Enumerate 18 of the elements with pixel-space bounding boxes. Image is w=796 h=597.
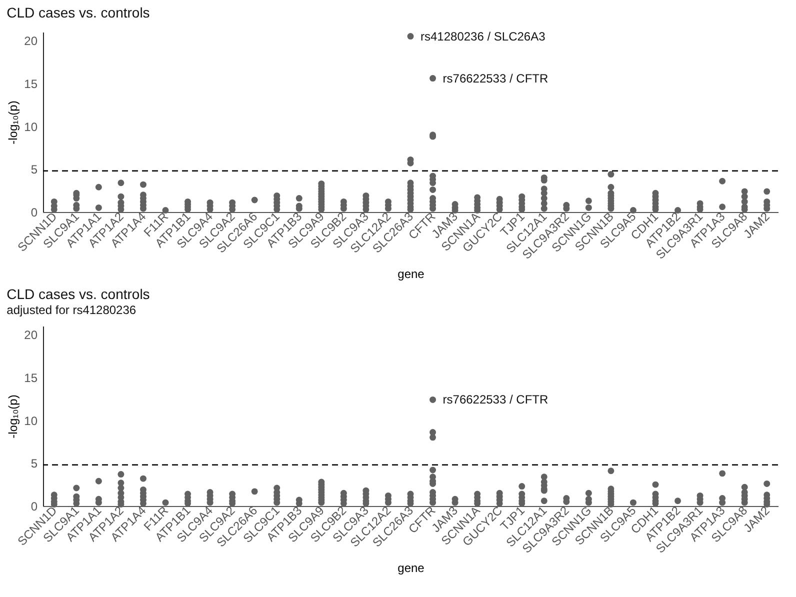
y-tick-label: 10: [24, 120, 38, 134]
y-tick-label: 5: [30, 456, 38, 471]
y-tick-label: 15: [24, 370, 38, 385]
annotation: rs76622533 / CFTR: [442, 71, 548, 86]
chart-title: CLD cases vs. controls: [6, 286, 150, 302]
x-axis-title: gene: [398, 267, 425, 282]
y-tick-label: 15: [24, 76, 38, 91]
y-axis-title: -log₁₀(p): [6, 394, 20, 438]
y-axis-title: -log₁₀(p): [6, 100, 20, 144]
chart-title: CLD cases vs. controls: [6, 4, 150, 20]
y-tick-label: 20: [24, 328, 38, 342]
y-tick-label: 10: [24, 414, 38, 428]
annotation: rs41280236 / SLC26A3: [420, 29, 546, 44]
annotation: rs76622533 / CFTR: [442, 392, 548, 407]
y-tick-label: 20: [24, 34, 38, 48]
y-tick-label: 5: [30, 162, 38, 177]
x-axis-title: gene: [398, 561, 425, 576]
chart-subtitle: adjusted for rs41280236: [6, 303, 136, 317]
